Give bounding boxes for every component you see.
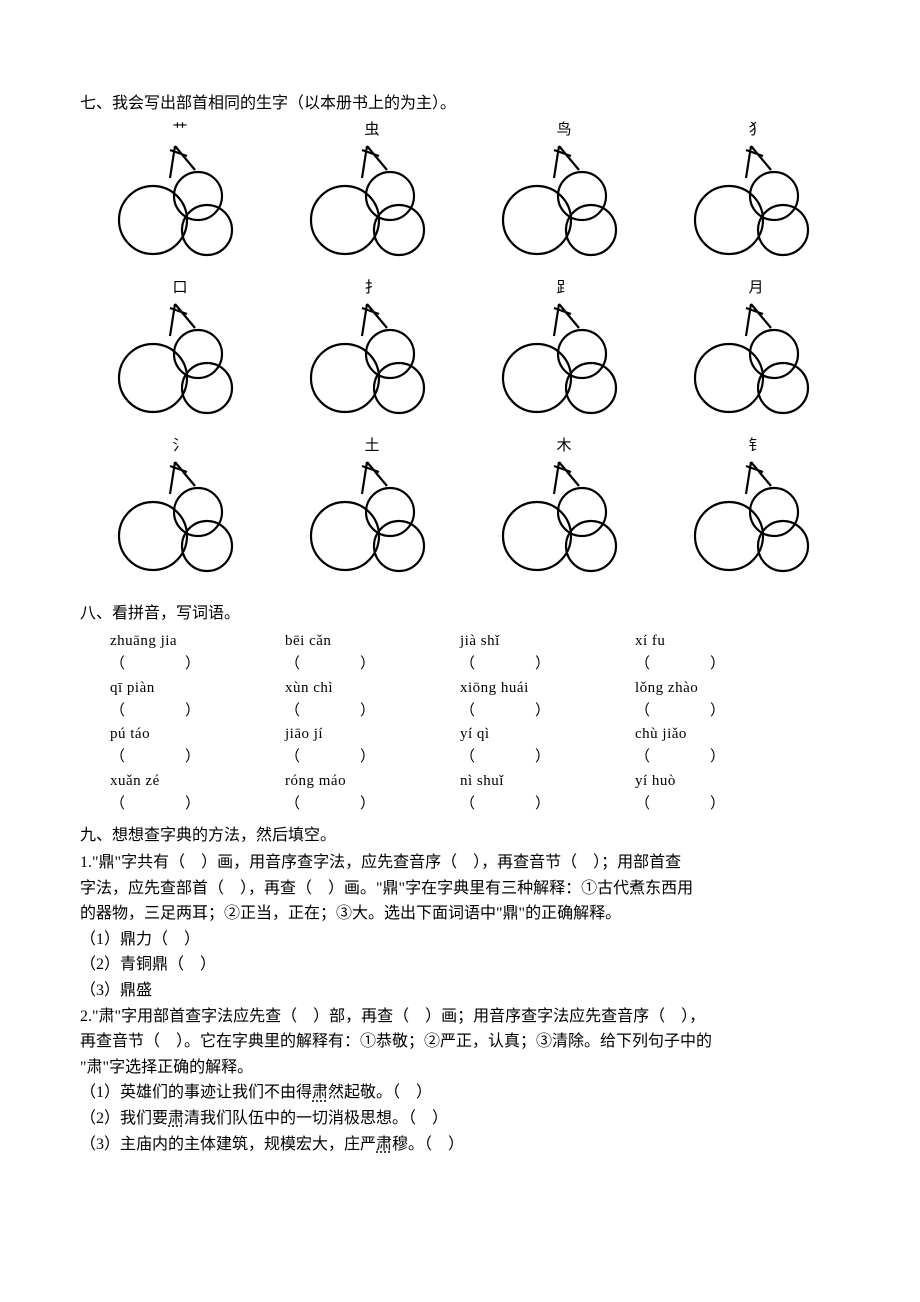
q1-line: 字法，应先查部首（ ），再查（ ）画。"鼎"字在字典里有三种解释：①古代煮东西用 [80,876,840,902]
q2-line: 再查音节（ ）。它在字典里的解释有：①恭敬；②严正，认真；③清除。给下列句子中的 [80,1029,840,1055]
pinyin-row: qī piàn（ ） xùn chì（ ） xiōng huái（ ） lǒng… [110,677,840,724]
radical-label: 艹 [172,118,187,136]
cherry-icon [499,296,629,416]
pinyin-row: pú táo（ ） jiāo jí（ ） yí qì（ ） chù jiǎo（ … [110,723,840,770]
cherry-row-2: 口 扌 𧾷 月 [80,276,840,416]
cherry-cell: 月 [686,276,826,416]
cherry-icon [307,454,437,574]
answer-slot[interactable]: （ ） [460,653,635,676]
pinyin-word: lǒng zhào [635,677,810,700]
answer-slot[interactable]: （ ） [460,793,635,816]
answer-slot[interactable]: （ ） [110,793,285,816]
cherry-cell: 土 [302,434,442,574]
cherry-cell: 虫 [302,118,442,258]
answer-slot[interactable]: （ ） [635,793,810,816]
pinyin-row: zhuāng jia（ ） bēi cǎn（ ） jià shǐ（ ） xí f… [110,630,840,677]
answer-slot[interactable]: （ ） [635,653,810,676]
pinyin-word: zhuāng jia [110,630,285,653]
pinyin-word: xuǎn zé [110,770,285,793]
cherry-row-3: 氵 土 木 钅 [80,434,840,574]
dotted-char: 肃 [168,1110,184,1127]
q2-sub: （1）英雄们的事迹让我们不由得肃然起敬。（ ） [80,1080,840,1106]
cherry-icon [499,454,629,574]
pinyin-word: róng máo [285,770,460,793]
q2-sub: （2）我们要肃清我们队伍中的一切消极思想。（ ） [80,1106,840,1132]
dotted-char: 肃 [376,1136,392,1153]
answer-slot[interactable]: （ ） [460,700,635,723]
cherry-icon [307,296,437,416]
answer-slot[interactable]: （ ） [285,653,460,676]
cherry-cell: 氵 [110,434,250,574]
cherry-grid: 艹 虫 鸟 犭 口 扌 [80,118,840,574]
pinyin-word: xùn chì [285,677,460,700]
radical-label: 鸟 [556,118,571,136]
pinyin-word: chù jiǎo [635,723,810,746]
q2-sub: （3）主庙内的主体建筑，规模宏大，庄严肃穆。（ ） [80,1132,840,1158]
radical-label: 口 [172,276,187,294]
cherry-icon [691,138,821,258]
radical-label: 𧾷 [556,276,571,294]
q2-line: "肃"字选择正确的解释。 [80,1055,840,1081]
radical-label: 虫 [364,118,379,136]
pinyin-word: xí fu [635,630,810,653]
radical-label: 钅 [748,434,763,452]
cherry-cell: 木 [494,434,634,574]
radical-label: 土 [364,434,379,452]
answer-slot[interactable]: （ ） [285,746,460,769]
cherry-icon [115,138,245,258]
answer-slot[interactable]: （ ） [110,700,285,723]
pinyin-word: jià shǐ [460,630,635,653]
radical-label: 木 [556,434,571,452]
section-7-title: 七、我会写出部首相同的生字（以本册书上的为主）。 [80,92,840,116]
cherry-cell: 扌 [302,276,442,416]
section-8-title: 八、看拼音，写词语。 [80,602,840,626]
q1-line: 1."鼎"字共有（ ）画，用音序查字法，应先查音序（ ），再查音节（ ）；用部首… [80,850,840,876]
answer-slot[interactable]: （ ） [460,746,635,769]
pinyin-word: yí qì [460,723,635,746]
pinyin-word: yí huò [635,770,810,793]
answer-slot[interactable]: （ ） [110,653,285,676]
pinyin-row: xuǎn zé（ ） róng máo（ ） nì shuǐ（ ） yí huò… [110,770,840,817]
q1-line: 的器物，三足两耳；②正当，正在；③大。选出下面词语中"鼎"的正确解释。 [80,901,840,927]
cherry-icon [499,138,629,258]
question-9-body: 1."鼎"字共有（ ）画，用音序查字法，应先查音序（ ），再查音节（ ）；用部首… [80,850,840,1157]
pinyin-word: nì shuǐ [460,770,635,793]
cherry-cell: 钅 [686,434,826,574]
pinyin-block: zhuāng jia（ ） bēi cǎn（ ） jià shǐ（ ） xí f… [80,630,840,816]
q1-sub: （3）鼎盛 [80,978,840,1004]
pinyin-word: bēi cǎn [285,630,460,653]
cherry-row-1: 艹 虫 鸟 犭 [80,118,840,258]
cherry-cell: 犭 [686,118,826,258]
answer-slot[interactable]: （ ） [285,700,460,723]
cherry-cell: 鸟 [494,118,634,258]
radical-label: 扌 [364,276,379,294]
radical-label: 月 [748,276,763,294]
answer-slot[interactable]: （ ） [635,746,810,769]
pinyin-word: qī piàn [110,677,285,700]
section-9-title: 九、想想查字典的方法，然后填空。 [80,824,840,848]
cherry-cell: 𧾷 [494,276,634,416]
answer-slot[interactable]: （ ） [635,700,810,723]
cherry-cell: 艹 [110,118,250,258]
radical-label: 氵 [172,434,187,452]
pinyin-word: pú táo [110,723,285,746]
q1-sub: （1）鼎力（ ） [80,927,840,953]
cherry-icon [115,296,245,416]
cherry-icon [691,296,821,416]
cherry-cell: 口 [110,276,250,416]
answer-slot[interactable]: （ ） [110,746,285,769]
answer-slot[interactable]: （ ） [285,793,460,816]
dotted-char: 肃 [312,1084,328,1101]
q1-sub: （2）青铜鼎（ ） [80,952,840,978]
cherry-icon [307,138,437,258]
pinyin-word: jiāo jí [285,723,460,746]
cherry-icon [691,454,821,574]
cherry-icon [115,454,245,574]
pinyin-word: xiōng huái [460,677,635,700]
q2-line: 2."肃"字用部首查字法应先查（ ）部，再查（ ）画；用音序查字法应先查音序（ … [80,1004,840,1030]
radical-label: 犭 [748,118,763,136]
